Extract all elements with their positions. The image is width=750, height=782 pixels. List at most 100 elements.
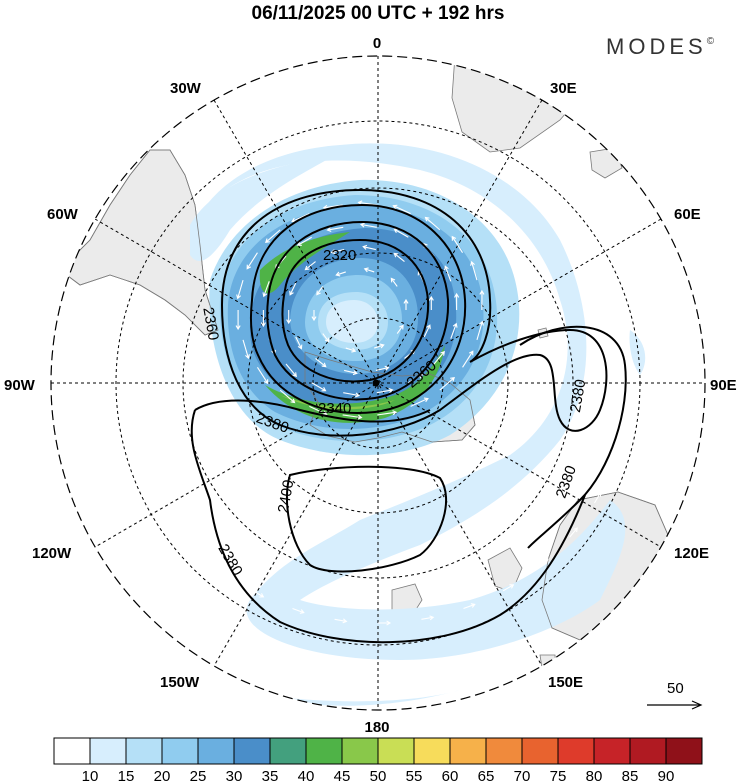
colorbar-swatch [449,737,487,765]
wind-vector-arrow [236,279,244,300]
wind-vector-arrow [376,387,394,394]
colorbar-swatch [377,737,415,765]
wind-vector-arrow [470,260,478,281]
wind-vector-arrow [289,282,297,296]
lon-label-120e: 120E [674,545,709,562]
wind-vector-arrow [538,558,549,568]
lon-label-180: 180 [364,719,389,736]
lon-label-30w: 30W [170,80,202,97]
contour-2360 [220,188,608,437]
contour-label: 2320 [323,247,356,264]
wind-vector-arrow [612,452,619,466]
colorbar: 10 15 20 25 30 35 40 45 50 55 60 65 70 75 80 85 90 [53,737,703,782]
wind-vector-arrow [433,350,445,365]
shade-45-south [280,395,395,410]
wind-vector-arrow [295,336,303,350]
wind-vector-arrow [186,536,195,548]
contour-label: 2360 [199,306,222,342]
wind-vector-arrow [216,566,228,576]
wind-vector-arrow [246,252,258,270]
meridian-30e-150w [213,99,543,667]
height-contours [190,188,627,644]
wind-vector-arrow [451,235,464,253]
wind-vector-arrow [594,491,602,504]
wind-vector-arrow [424,216,441,231]
wind-vectors [142,200,619,626]
contour-label: 2340 [318,400,351,417]
lon-label-150e: 150E [548,674,583,691]
colorbar-tick-label: 85 [622,768,639,782]
wind-vector-arrow [235,310,241,331]
colorbar-swatch [413,737,451,765]
colorbar-swatch [629,737,667,765]
wind-vector-arrow [454,292,460,310]
reference-vector-label: 50 [667,680,684,697]
contour-2320 [281,238,430,383]
wind-vector-arrow [423,324,431,338]
lon-label-0: 0 [373,35,381,52]
lon-label-60e: 60E [674,206,701,223]
wind-vector-arrow [403,298,409,310]
wind-vector-arrow [362,244,376,251]
contour-2380-east [519,325,627,549]
colorbar-swatch [665,737,703,765]
colorbar-swatch [161,737,199,765]
wind-vector-arrow [242,339,250,360]
modes-logo: MODES© [606,34,718,59]
map-disk [51,56,705,710]
wind-vector-arrow [393,228,409,238]
land-tasmania [539,654,557,675]
meridian-60w-120e [94,218,662,548]
colorbar-swatch [485,737,523,765]
wind-vector-arrow [421,615,435,621]
wind-vector-arrow [363,267,375,273]
contour-2380-west [194,399,431,423]
wind-vector-arrow [439,376,455,391]
low-center-dot [372,379,380,387]
wind-vector-arrow [345,347,357,353]
meridian-30w-150e [213,99,543,667]
colorbar-tick-label: 55 [406,768,423,782]
graticule [51,56,705,710]
shade-10-core [326,300,378,343]
wind-vector-arrow [396,324,404,334]
wind-vector-arrow [286,310,292,325]
wind-vector-arrow [410,397,429,407]
colorbar-swatch [53,737,91,765]
wind-vector-arrow [326,226,344,233]
copyright-mark: © [707,36,718,47]
colorbar-tick-label: 25 [190,768,207,782]
wind-vector-arrow [285,363,297,378]
colorbar-swatch [125,737,163,765]
wind-vector-arrow [443,265,452,282]
wind-vector-arrow [252,590,265,598]
colorbar-tick-label: 20 [154,768,171,782]
map-boundary [50,55,706,711]
colorbar-swatch [305,737,343,765]
wind-vector-arrow [262,281,270,298]
wind-vector-arrow [569,527,578,538]
wind-vector-arrow [393,252,405,262]
wind-vector-arrow [428,295,434,310]
contour-2380-south [190,409,586,644]
wind-vector-arrow [316,286,324,296]
wind-vector-arrow [256,367,269,385]
wind-vector-arrow [359,222,377,228]
colorbar-tick-label: 60 [442,768,459,782]
colorbar-tick-label: 50 [370,768,387,782]
wind-vector-arrow [344,369,358,376]
shade-40-west [259,232,350,294]
brand-text: MODES [606,34,707,59]
colorbar-tick-label: 45 [334,768,351,782]
wind-vector-arrow [378,620,392,626]
colorbar-tick-label: 80 [586,768,603,782]
colorbar-swatch [233,737,271,765]
wind-vector-arrow [315,358,327,368]
wind-vector-arrow [260,310,266,328]
lon-label-150w: 150W [160,674,200,691]
colorbar-tick-label: 70 [514,768,531,782]
colorbar-swatch [593,737,631,765]
wind-vector-arrow [390,277,398,287]
wind-vector-arrow [330,249,345,255]
